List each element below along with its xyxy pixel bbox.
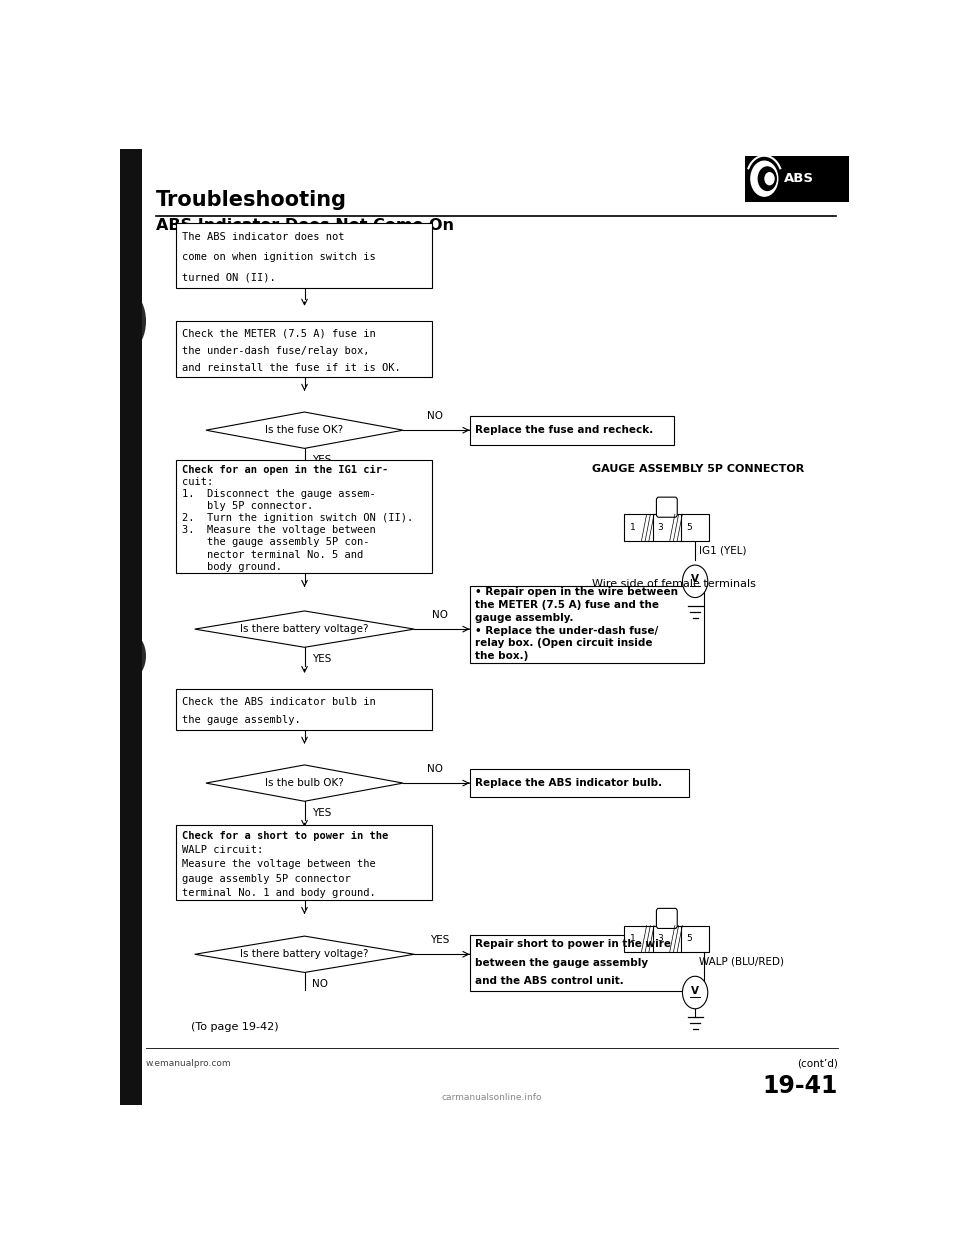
Text: 1: 1 — [630, 523, 636, 533]
Text: 1.  Disconnect the gauge assem-: 1. Disconnect the gauge assem- — [181, 489, 375, 499]
FancyBboxPatch shape — [624, 514, 709, 542]
FancyBboxPatch shape — [469, 586, 704, 662]
Circle shape — [683, 976, 708, 1009]
Polygon shape — [195, 611, 415, 647]
Ellipse shape — [117, 635, 145, 677]
Text: YES: YES — [312, 653, 331, 663]
FancyBboxPatch shape — [469, 935, 704, 991]
Text: YES: YES — [312, 455, 331, 465]
Text: ABS Indicator Does Not Come On: ABS Indicator Does Not Come On — [156, 219, 454, 233]
Text: Replace the fuse and recheck.: Replace the fuse and recheck. — [475, 425, 653, 435]
Text: gauge assembly.: gauge assembly. — [475, 614, 573, 623]
Text: w.emanualpro.com: w.emanualpro.com — [146, 1058, 231, 1068]
Text: and the ABS control unit.: and the ABS control unit. — [475, 976, 624, 986]
FancyBboxPatch shape — [624, 925, 709, 953]
Text: 3: 3 — [658, 523, 663, 533]
Text: WALP circuit:: WALP circuit: — [181, 846, 263, 856]
Text: relay box. (Open circuit inside: relay box. (Open circuit inside — [475, 638, 653, 648]
Text: the METER (7.5 A) fuse and the: the METER (7.5 A) fuse and the — [475, 600, 659, 610]
Circle shape — [764, 171, 775, 185]
Polygon shape — [206, 765, 403, 801]
Text: Check the ABS indicator bulb in: Check the ABS indicator bulb in — [181, 697, 375, 707]
Text: Check the METER (7.5 A) fuse in: Check the METER (7.5 A) fuse in — [181, 329, 375, 339]
Text: terminal No. 1 and body ground.: terminal No. 1 and body ground. — [181, 888, 375, 898]
FancyBboxPatch shape — [469, 769, 689, 797]
Text: ABS: ABS — [783, 173, 814, 185]
Text: Measure the voltage between the: Measure the voltage between the — [181, 859, 375, 869]
Circle shape — [757, 166, 777, 191]
Text: the gauge assembly 5P con-: the gauge assembly 5P con- — [181, 538, 370, 548]
Text: Troubleshooting: Troubleshooting — [156, 190, 347, 210]
Text: YES: YES — [430, 935, 450, 945]
FancyBboxPatch shape — [176, 825, 432, 899]
FancyBboxPatch shape — [176, 689, 432, 729]
FancyBboxPatch shape — [469, 416, 674, 445]
Text: carmanualsonline.info: carmanualsonline.info — [442, 1093, 542, 1102]
Text: Replace the ABS indicator bulb.: Replace the ABS indicator bulb. — [475, 777, 662, 789]
Text: V: V — [691, 574, 699, 585]
Text: YES: YES — [312, 807, 331, 817]
Text: NO: NO — [312, 979, 328, 989]
Text: NO: NO — [426, 764, 443, 774]
Text: turned ON (II).: turned ON (II). — [181, 272, 276, 282]
Text: 3.  Measure the voltage between: 3. Measure the voltage between — [181, 525, 375, 535]
Text: (cont’d): (cont’d) — [797, 1058, 838, 1068]
Circle shape — [683, 565, 708, 597]
Polygon shape — [195, 936, 415, 972]
Text: the under-dash fuse/relay box,: the under-dash fuse/relay box, — [181, 345, 370, 355]
Text: 2.  Turn the ignition switch ON (II).: 2. Turn the ignition switch ON (II). — [181, 513, 413, 523]
Text: bly 5P connector.: bly 5P connector. — [181, 501, 313, 510]
Text: Is there battery voltage?: Is there battery voltage? — [240, 625, 369, 635]
FancyBboxPatch shape — [120, 149, 142, 1105]
Ellipse shape — [117, 294, 145, 348]
FancyBboxPatch shape — [176, 322, 432, 376]
Text: • Repair open in the wire between: • Repair open in the wire between — [475, 587, 678, 597]
Text: Is the fuse OK?: Is the fuse OK? — [266, 425, 344, 435]
Text: 5: 5 — [686, 934, 692, 944]
Text: Repair short to power in the wire: Repair short to power in the wire — [475, 939, 671, 949]
FancyBboxPatch shape — [176, 460, 432, 573]
Text: Wire side of female terminals: Wire side of female terminals — [592, 579, 756, 589]
Text: Check for an open in the IG1 cir-: Check for an open in the IG1 cir- — [181, 465, 388, 474]
FancyBboxPatch shape — [657, 497, 677, 517]
Text: GAUGE ASSEMBLY 5P CONNECTOR: GAUGE ASSEMBLY 5P CONNECTOR — [592, 465, 804, 474]
FancyBboxPatch shape — [176, 222, 432, 288]
Text: Check for a short to power in the: Check for a short to power in the — [181, 831, 388, 841]
Text: cuit:: cuit: — [181, 477, 213, 487]
Text: The ABS indicator does not: The ABS indicator does not — [181, 232, 345, 242]
Text: come on when ignition switch is: come on when ignition switch is — [181, 252, 375, 262]
FancyBboxPatch shape — [657, 908, 677, 929]
Text: Is the bulb OK?: Is the bulb OK? — [265, 777, 344, 789]
Text: nector terminal No. 5 and: nector terminal No. 5 and — [181, 549, 363, 560]
FancyBboxPatch shape — [745, 155, 849, 201]
Text: • Replace the under-dash fuse/: • Replace the under-dash fuse/ — [475, 626, 659, 636]
Text: the gauge assembly.: the gauge assembly. — [181, 715, 300, 725]
Text: 19-41: 19-41 — [762, 1074, 838, 1098]
Text: V: V — [691, 986, 699, 996]
Text: 3: 3 — [658, 934, 663, 944]
Text: body ground.: body ground. — [181, 561, 281, 571]
Text: (To page 19-42): (To page 19-42) — [191, 1022, 278, 1032]
Text: and reinstall the fuse if it is OK.: and reinstall the fuse if it is OK. — [181, 363, 400, 373]
Text: Is there battery voltage?: Is there battery voltage? — [240, 949, 369, 959]
Text: gauge assembly 5P connector: gauge assembly 5P connector — [181, 873, 350, 883]
Text: WALP (BLU/RED): WALP (BLU/RED) — [699, 956, 783, 968]
Text: NO: NO — [426, 411, 443, 421]
Text: 1: 1 — [630, 934, 636, 944]
Text: IG1 (YEL): IG1 (YEL) — [699, 545, 746, 555]
Text: NO: NO — [432, 610, 448, 620]
Text: 5: 5 — [686, 523, 692, 533]
Polygon shape — [206, 412, 403, 448]
Text: between the gauge assembly: between the gauge assembly — [475, 958, 648, 968]
Circle shape — [750, 160, 779, 197]
Text: the box.): the box.) — [475, 651, 528, 661]
